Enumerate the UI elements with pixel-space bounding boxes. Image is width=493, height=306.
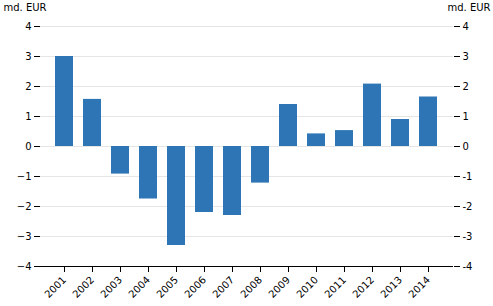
svg-text:2002: 2002 [70,274,96,300]
svg-text:−2: −2 [17,201,32,212]
svg-text:3: 3 [25,51,31,62]
svg-text:2003: 2003 [98,274,124,300]
svg-text:−4: −4 [17,261,32,272]
svg-text:md. EUR: md. EUR [4,2,47,13]
svg-text:2009: 2009 [266,274,292,300]
svg-text:3: 3 [463,51,469,62]
svg-text:2013: 2013 [378,274,404,300]
svg-text:2011: 2011 [322,274,348,300]
svg-text:−3: −3 [17,231,32,242]
svg-text:2010: 2010 [294,274,320,300]
svg-text:4: 4 [463,21,469,32]
svg-text:2005: 2005 [154,274,180,300]
svg-text:0: 0 [25,141,31,152]
svg-text:−1: −1 [17,171,32,182]
svg-text:2008: 2008 [238,274,264,300]
svg-text:2007: 2007 [210,274,236,300]
svg-text:-2: -2 [463,201,473,212]
svg-text:2012: 2012 [350,274,376,300]
svg-text:2004: 2004 [126,274,152,300]
svg-text:1: 1 [463,111,469,122]
svg-text:2014: 2014 [406,274,432,300]
svg-text:2: 2 [25,81,31,92]
svg-text:-1: -1 [463,171,473,182]
svg-text:2001: 2001 [42,274,68,300]
svg-text:1: 1 [25,111,31,122]
svg-text:0: 0 [463,141,469,152]
svg-text:2: 2 [463,81,469,92]
svg-text:2006: 2006 [182,274,208,300]
svg-text:-3: -3 [463,231,473,242]
svg-text:md. EUR: md. EUR [447,2,490,13]
svg-text:4: 4 [25,21,31,32]
svg-text:-4: -4 [463,261,473,272]
